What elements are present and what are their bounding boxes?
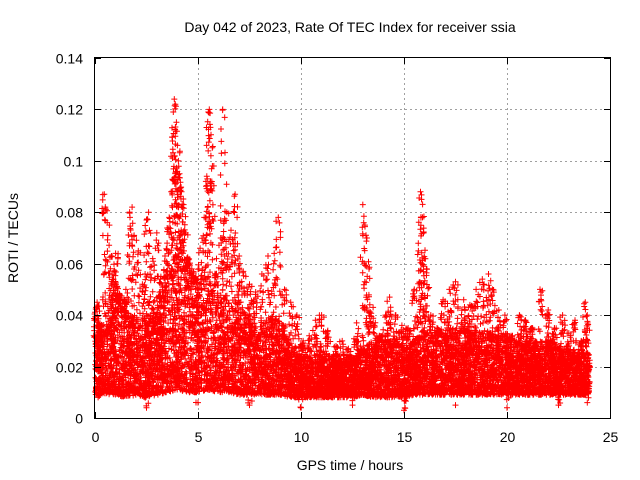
x-tick-label: 20 [500, 429, 516, 445]
x-tick-label: 25 [603, 429, 619, 445]
y-axis-label: ROTI / TECUs [5, 193, 21, 283]
x-axis-label: GPS time / hours [297, 457, 404, 473]
x-tick-labels: 0 5 10 15 20 25 [92, 429, 619, 445]
plot-frame [94, 57, 611, 419]
y-tick-label: 0 [75, 411, 83, 427]
tick-marks [95, 58, 611, 419]
y-tick-labels: 0 0.02 0.04 0.06 0.08 0.1 0.12 0.14 [56, 51, 83, 427]
x-tick-label: 0 [92, 429, 100, 445]
y-tick-label: 0.02 [56, 360, 83, 376]
chart-title: Day 042 of 2023, Rate Of TEC Index for r… [184, 19, 515, 35]
y-tick-label: 0.12 [56, 102, 83, 118]
y-tick-label: 0.14 [56, 51, 83, 67]
y-tick-label: 0.1 [64, 154, 84, 170]
x-tick-label: 5 [195, 429, 203, 445]
y-tick-label: 0.06 [56, 257, 83, 273]
y-tick-label: 0.04 [56, 308, 83, 324]
data-points [90, 96, 593, 414]
x-tick-label: 10 [294, 429, 310, 445]
y-tick-label: 0.08 [56, 205, 83, 221]
x-tick-label: 15 [397, 429, 413, 445]
scatter-points [90, 96, 593, 414]
